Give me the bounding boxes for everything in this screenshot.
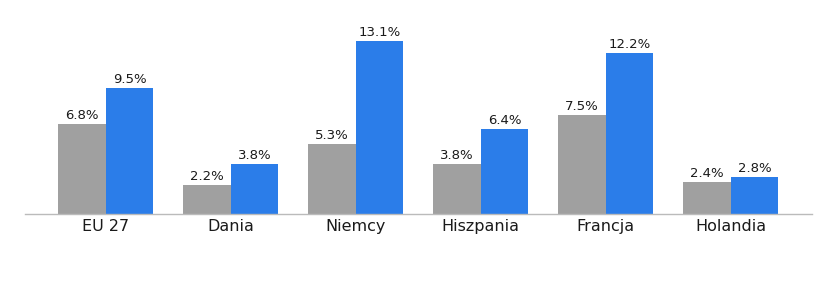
Text: 6.4%: 6.4% bbox=[487, 114, 521, 127]
Text: 13.1%: 13.1% bbox=[358, 26, 400, 39]
Bar bbox=[106, 88, 153, 214]
Bar bbox=[432, 164, 480, 214]
Bar bbox=[308, 144, 355, 214]
Text: 3.8%: 3.8% bbox=[440, 148, 473, 162]
Bar bbox=[183, 185, 230, 214]
Bar bbox=[605, 53, 652, 214]
Text: 5.3%: 5.3% bbox=[314, 129, 348, 142]
Bar bbox=[58, 124, 106, 214]
Text: 2.2%: 2.2% bbox=[190, 170, 224, 183]
Text: 7.5%: 7.5% bbox=[564, 100, 598, 113]
Bar bbox=[558, 115, 605, 214]
Text: 3.8%: 3.8% bbox=[238, 148, 271, 162]
Bar bbox=[230, 164, 278, 214]
Text: 6.8%: 6.8% bbox=[66, 109, 99, 122]
Text: 2.8%: 2.8% bbox=[736, 162, 770, 175]
Bar bbox=[355, 41, 403, 214]
Text: 2.4%: 2.4% bbox=[689, 167, 723, 180]
Bar bbox=[480, 129, 527, 214]
Text: 9.5%: 9.5% bbox=[112, 73, 147, 86]
Text: 12.2%: 12.2% bbox=[608, 37, 649, 50]
Bar bbox=[682, 182, 730, 214]
Bar bbox=[730, 177, 777, 214]
